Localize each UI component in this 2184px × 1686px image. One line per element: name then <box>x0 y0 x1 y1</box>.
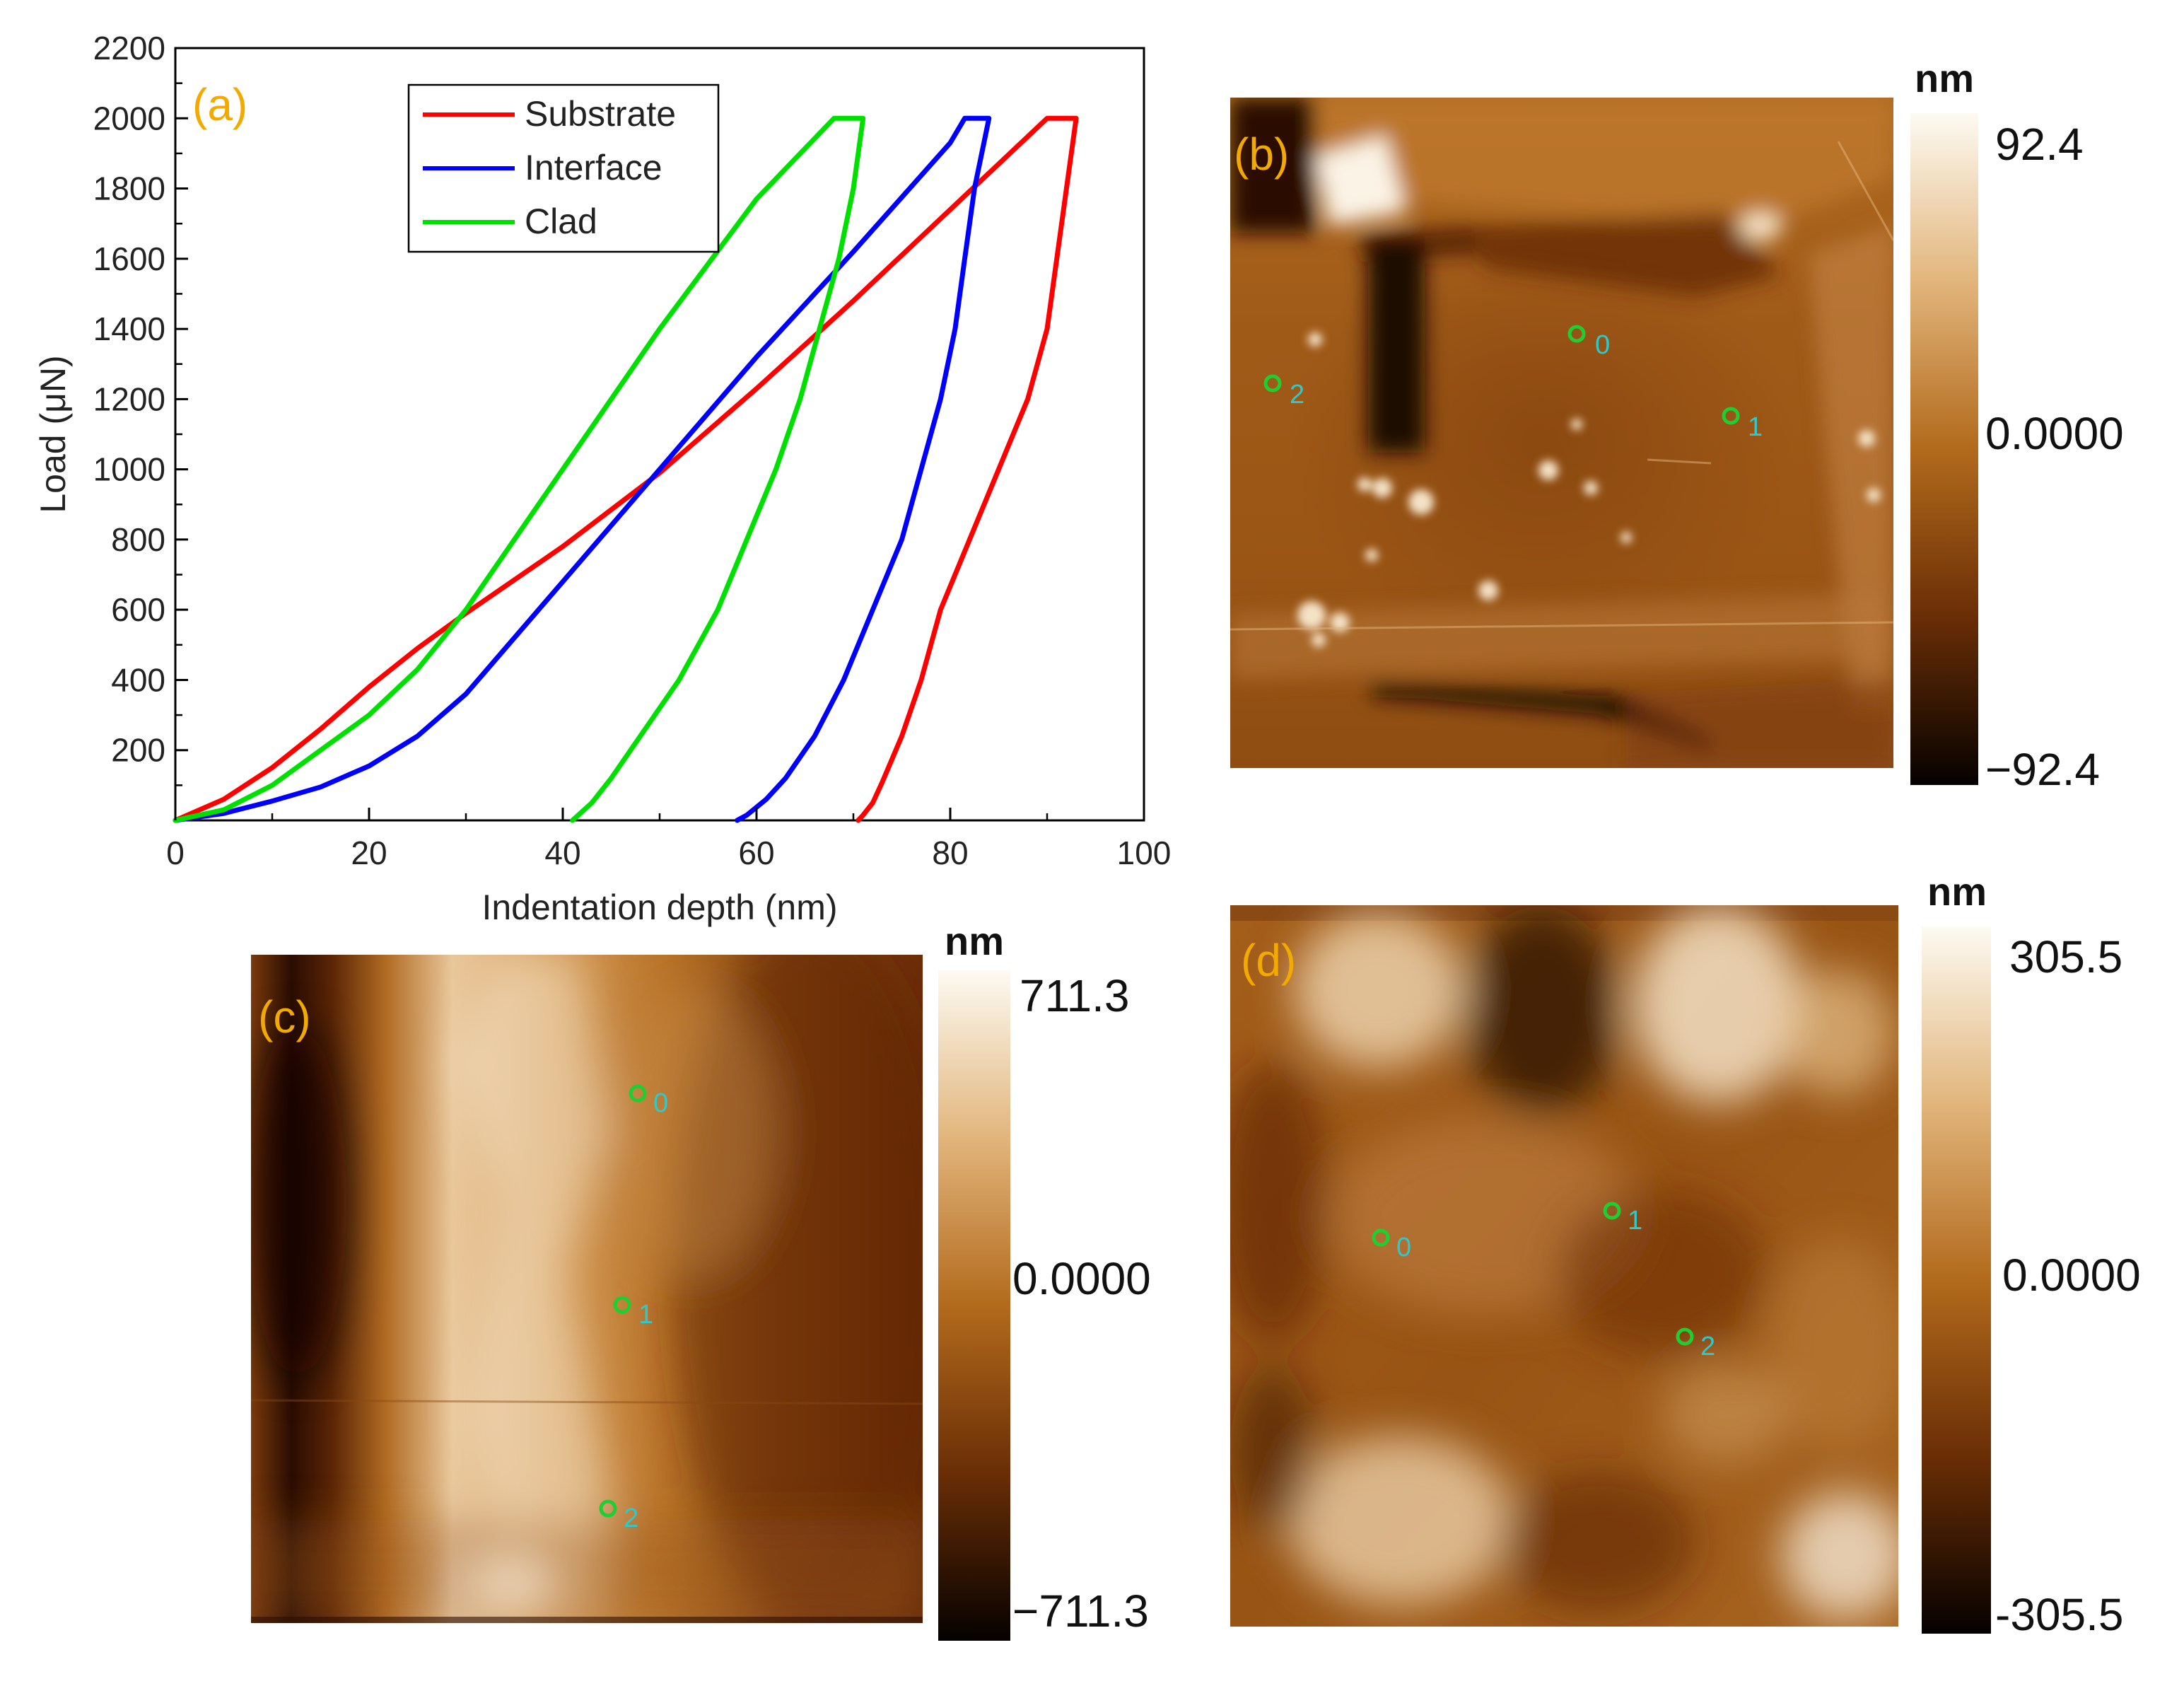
marker-ring <box>629 1084 647 1103</box>
panel-label-a: (a) <box>192 79 247 130</box>
colorbar-mid-b: 0.0000 <box>1985 408 2124 459</box>
marker-2: 2 <box>1676 1327 1715 1361</box>
marker-ring <box>613 1296 631 1314</box>
y-tick-label: 1000 <box>93 451 165 488</box>
colorbar-min-b: −92.4 <box>1985 744 2100 795</box>
legend-label-interface: Interface <box>525 148 662 187</box>
x-tick-label: 0 <box>166 835 185 871</box>
marker-ring <box>1722 407 1740 425</box>
colorbar-max-d: 305.5 <box>2009 931 2122 982</box>
series-line-interface <box>173 115 992 823</box>
colorbar-b <box>1910 113 1978 785</box>
marker-ring <box>1567 325 1586 343</box>
y-tick-label: 400 <box>111 661 165 698</box>
marker-ring <box>1676 1327 1694 1346</box>
marker-1: 1 <box>1603 1202 1642 1236</box>
y-tick-label: 800 <box>111 521 165 558</box>
marker-0: 0 <box>1567 325 1610 360</box>
marker-label: 1 <box>638 1300 653 1330</box>
colorbar-min-d: -305.5 <box>1995 1589 2123 1640</box>
afm-image-c <box>251 955 923 1623</box>
marker-1: 1 <box>1722 407 1763 442</box>
marker-label: 1 <box>1748 412 1763 442</box>
colorbar-max-c: 711.3 <box>1020 970 1129 1021</box>
y-tick-label: 1200 <box>93 380 165 417</box>
colorbar-mid-c: 0.0000 <box>1012 1253 1151 1304</box>
y-tick-label: 1600 <box>93 240 165 277</box>
legend: Substrate Interface Clad <box>407 83 720 253</box>
colorbar-max-b: 92.4 <box>1995 119 2084 170</box>
marker-label: 0 <box>1396 1233 1411 1262</box>
series-line-clad <box>173 115 866 823</box>
x-tick-label: 100 <box>1117 835 1172 871</box>
marker-label: 2 <box>1700 1332 1715 1361</box>
marker-ring <box>1263 374 1282 393</box>
curve-layer <box>173 115 1079 823</box>
x-tick-label: 20 <box>351 835 387 871</box>
x-axis-label: Indentation depth (nm) <box>481 888 837 927</box>
colorbar-c <box>938 970 1010 1641</box>
afm-map-b: 0 1 2 (b) nm 92.4 0.0000 −92.4 <box>1230 56 2124 795</box>
marker-ring <box>1372 1228 1390 1247</box>
marker-0: 0 <box>629 1084 668 1118</box>
colorbar-d <box>1922 926 1991 1634</box>
axis-ticks: 0 20 40 60 80 100 200 400 600 800 1000 1200 1400 1600… <box>93 30 1172 871</box>
afm-map-c: 0 1 2 (c) nm 711.3 0.0000 −711.3 <box>251 919 1151 1641</box>
afm-image-d <box>1230 905 1898 1627</box>
load-depth-chart: 0 20 40 60 80 100 200 400 600 800 1000 1200 1400 1600… <box>33 30 1171 927</box>
y-tick-label: 2200 <box>93 30 165 66</box>
panel-label-b: (b) <box>1234 129 1289 180</box>
colorbar-unit-b: nm <box>1915 56 1974 100</box>
afm-image-b <box>1230 98 1893 768</box>
x-tick-label: 40 <box>544 835 580 871</box>
y-tick-label: 1400 <box>93 310 165 347</box>
marker-label: 1 <box>1628 1206 1642 1236</box>
colorbar-unit-c: nm <box>945 919 1004 963</box>
y-tick-label: 600 <box>111 591 165 628</box>
afm-map-d: 0 1 2 (d) nm 305.5 0.0000 -305.5 <box>1230 869 2141 1640</box>
marker-label: 0 <box>653 1088 668 1118</box>
colorbar-mid-d: 0.0000 <box>2002 1250 2141 1301</box>
marker-label: 2 <box>624 1504 638 1533</box>
x-tick-label: 60 <box>738 835 774 871</box>
marker-0: 0 <box>1372 1228 1411 1262</box>
marker-2: 2 <box>1263 374 1304 409</box>
y-axis-label: Load (μN) <box>33 355 73 513</box>
colorbar-unit-d: nm <box>1927 869 1987 914</box>
marker-ring <box>599 1499 617 1518</box>
marker-label: 0 <box>1595 330 1610 360</box>
marker-2: 2 <box>599 1499 638 1533</box>
colorbar-min-c: −711.3 <box>1012 1586 1149 1636</box>
marker-1: 1 <box>613 1296 653 1330</box>
y-tick-label: 200 <box>111 732 165 769</box>
panel-label-d: (d) <box>1241 935 1296 986</box>
legend-label-substrate: Substrate <box>525 94 676 134</box>
legend-label-clad: Clad <box>525 202 597 241</box>
marker-ring <box>1603 1202 1621 1220</box>
y-tick-label: 1800 <box>93 170 165 207</box>
panel-label-c: (c) <box>258 992 311 1042</box>
y-tick-label: 2000 <box>93 100 165 136</box>
x-tick-label: 80 <box>932 835 968 871</box>
marker-label: 2 <box>1290 380 1304 409</box>
series-line-substrate <box>173 115 1079 823</box>
